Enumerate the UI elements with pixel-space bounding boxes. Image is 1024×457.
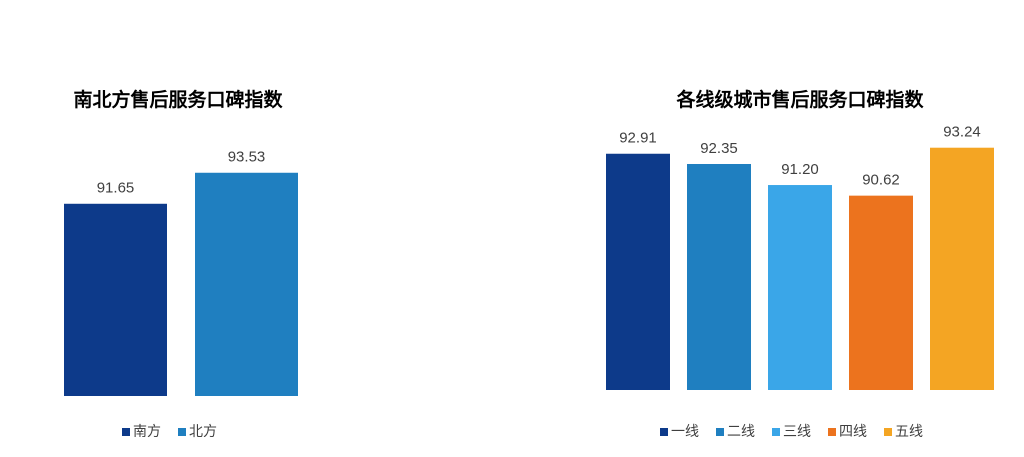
legend-label: 五线 [895, 423, 923, 439]
legend-label: 北方 [189, 423, 217, 439]
legend-label: 四线 [839, 423, 867, 439]
value-label: 91.65 [97, 180, 135, 197]
value-label: 93.53 [228, 149, 266, 166]
value-label: 93.24 [943, 124, 981, 141]
legend-label: 南方 [133, 423, 161, 439]
legend-swatch [772, 428, 780, 436]
bar [768, 185, 832, 390]
legend-swatch [178, 428, 186, 436]
bar [687, 163, 751, 390]
value-label: 91.20 [781, 161, 819, 178]
legend-swatch [716, 428, 724, 436]
legend-swatch [884, 428, 892, 436]
bar [930, 147, 994, 390]
bar [606, 153, 670, 390]
legend-swatch [122, 428, 130, 436]
value-label: 92.35 [700, 140, 738, 157]
chart-title: 各线级城市售后服务口碑指数 [675, 88, 924, 111]
legend-label: 二线 [727, 423, 755, 439]
value-label: 90.62 [862, 172, 900, 189]
bar [849, 195, 913, 390]
legend-label: 一线 [671, 423, 699, 439]
legend-swatch [828, 428, 836, 436]
chart-title: 南北方售后服务口碑指数 [73, 88, 283, 111]
legend-swatch [660, 428, 668, 436]
bar [195, 172, 298, 396]
bar [64, 203, 167, 396]
value-label: 92.91 [619, 130, 657, 147]
legend-label: 三线 [783, 423, 811, 439]
